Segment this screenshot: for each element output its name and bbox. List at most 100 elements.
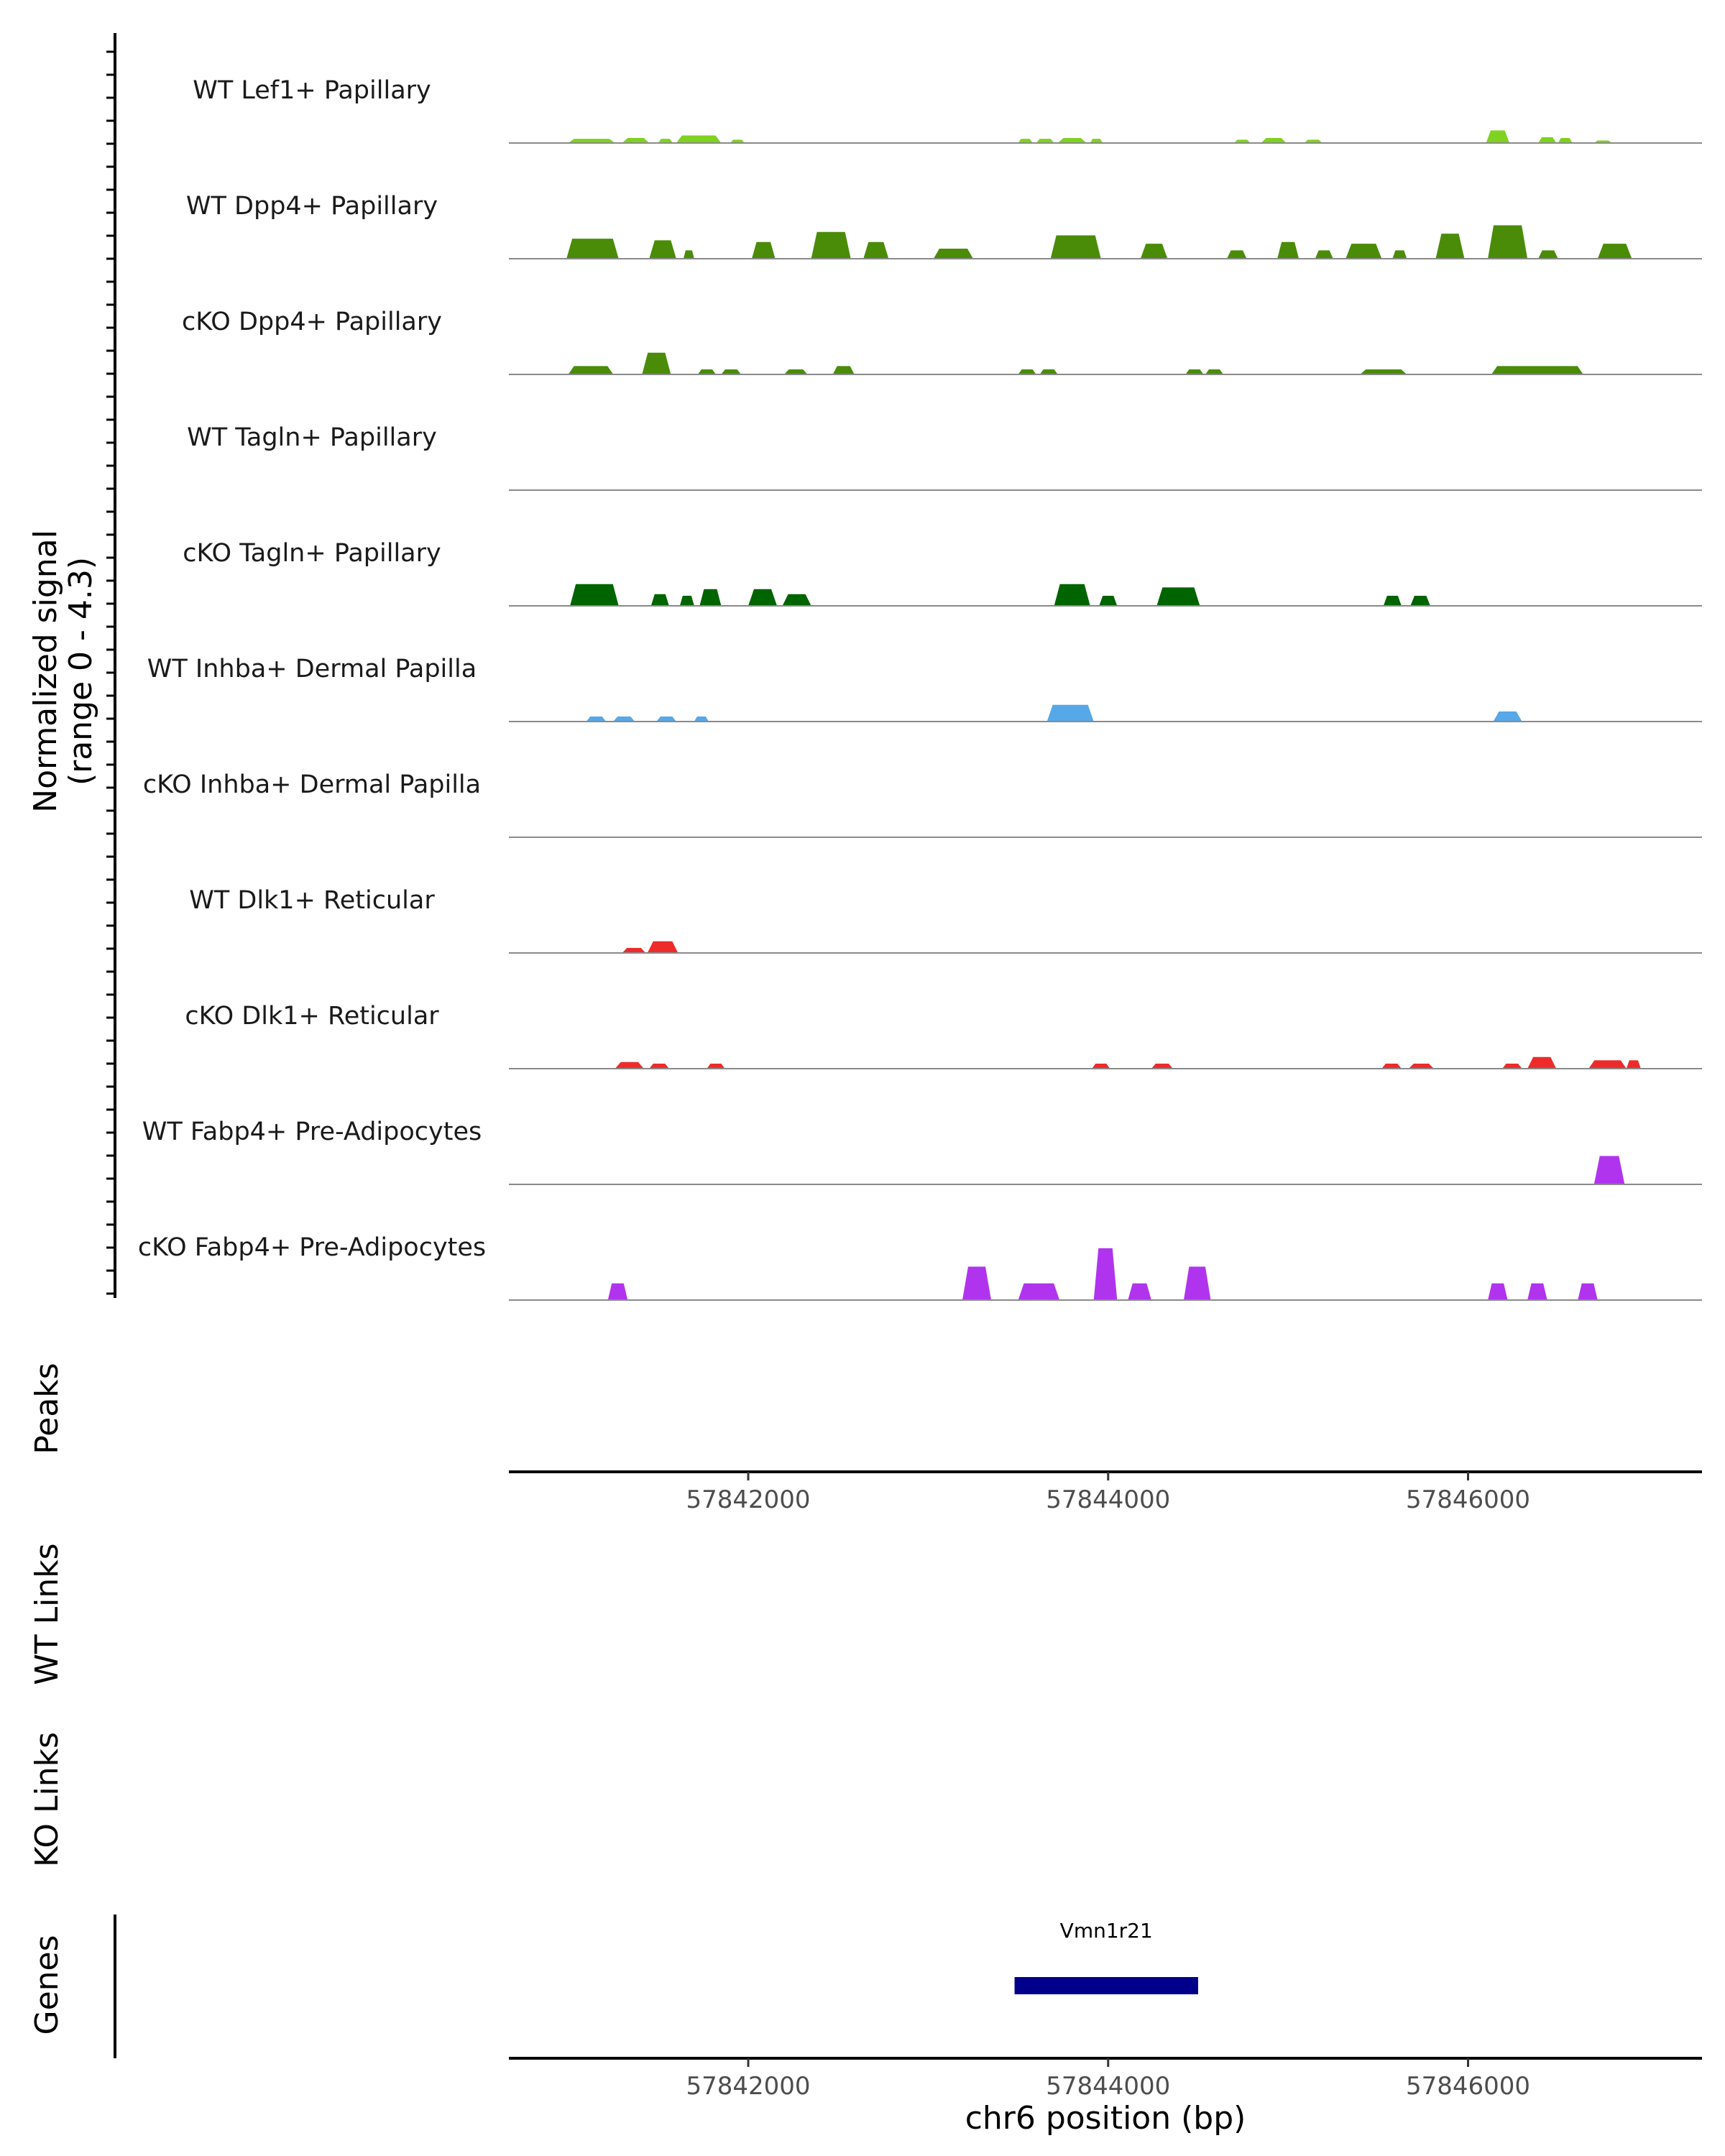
coverage-peak	[586, 717, 607, 722]
coverage-peak	[699, 589, 722, 606]
coverage-peak	[1018, 369, 1036, 374]
coverage-peak	[1527, 1056, 1557, 1069]
coverage-peak	[1493, 711, 1522, 722]
track-label: WT Fabp4+ Pre-Adipocytes	[142, 1118, 482, 1146]
x-tick-label: 57846000	[1406, 2072, 1530, 2101]
coverage-peak	[694, 717, 709, 722]
coverage-peak	[1488, 1283, 1508, 1300]
coverage-peak	[1093, 1248, 1118, 1300]
coverage-peak	[1383, 596, 1402, 606]
coverage-peak	[1491, 366, 1583, 374]
coverage-peak	[1346, 244, 1382, 259]
coverage-peak	[1578, 1283, 1598, 1300]
coverage-peak	[1597, 244, 1632, 259]
coverage-peak	[1408, 1064, 1434, 1069]
coverage-peak	[1128, 1283, 1151, 1300]
coverage-peak	[1410, 596, 1430, 606]
coverage-peak	[1381, 1064, 1402, 1069]
track: cKO Tagln+ Papillary	[183, 539, 1702, 607]
coverage-peak	[782, 594, 811, 606]
coverage-peak	[642, 352, 671, 374]
track: cKO Dlk1+ Reticular	[185, 1002, 1702, 1069]
track: cKO Fabp4+ Pre-Adipocytes	[138, 1233, 1702, 1301]
track-label: cKO Inhba+ Dermal Papilla	[143, 770, 481, 799]
coverage-peak	[1304, 139, 1322, 143]
coverage-peak	[570, 584, 619, 606]
coverage-peak	[1018, 1283, 1060, 1300]
coverage-peak	[1183, 1266, 1211, 1300]
coverage-peak	[1486, 130, 1510, 143]
coverage-peak	[647, 941, 678, 953]
wt-links-panel-label: WT Links	[29, 1543, 65, 1685]
coverage-peak	[1050, 235, 1101, 259]
coverage-peak	[566, 239, 619, 259]
track: WT Fabp4+ Pre-Adipocytes	[142, 1118, 1702, 1185]
coverage-peak	[730, 139, 745, 143]
coverage-peak	[607, 1283, 628, 1300]
ko-links-panel-label: KO Links	[29, 1732, 65, 1867]
coverage-peak	[683, 250, 694, 259]
coverage-peak	[811, 231, 851, 259]
track: WT Inhba+ Dermal Papilla	[147, 655, 1702, 722]
peaks-panel-label: Peaks	[29, 1363, 65, 1454]
coverage-peak	[622, 948, 646, 953]
coverage-peak	[1392, 250, 1407, 259]
track: WT Dlk1+ Reticular	[189, 886, 1702, 954]
signal-axis-label-line1: Normalized signal	[27, 530, 64, 813]
coverage-peak	[1156, 587, 1200, 606]
coverage-peak	[1046, 704, 1094, 722]
coverage-peak	[863, 241, 889, 259]
track-label: cKO Dpp4+ Papillary	[182, 308, 442, 336]
track-label: cKO Tagln+ Papillary	[183, 539, 441, 568]
track: cKO Inhba+ Dermal Papilla	[143, 770, 1702, 838]
coverage-peak	[1593, 1156, 1625, 1184]
coverage-peak	[1205, 369, 1223, 374]
coverage-peak	[1527, 1283, 1547, 1300]
coverage-peak	[656, 717, 676, 722]
coverage-peak	[676, 135, 722, 143]
x-tick-label: 57842000	[686, 2072, 810, 2101]
peaks-x-ticks: 57842000 57844000 57846000	[686, 1472, 1530, 1514]
genes-x-ticks: 57842000 57844000 57846000	[686, 2058, 1530, 2101]
track-label: cKO Fabp4+ Pre-Adipocytes	[138, 1233, 486, 1262]
signal-y-ticks	[106, 50, 115, 1295]
coverage-peak	[1092, 1064, 1110, 1069]
coverage-peak	[649, 240, 676, 259]
coverage-peak	[1090, 139, 1103, 143]
coverage-peak	[679, 596, 694, 606]
track-label: WT Dpp4+ Papillary	[186, 192, 438, 221]
coverage-peak	[1435, 234, 1465, 259]
coverage-peak	[933, 249, 973, 259]
track: WT Dpp4+ Papillary	[186, 192, 1702, 259]
coverage-tracks: WT Lef1+ Papillary WT Dpp4+ Papillary cKO …	[138, 76, 1702, 1301]
coverage-peak	[1054, 584, 1090, 606]
coverage-peak	[1039, 369, 1058, 374]
genes-panel-label: Genes	[29, 1935, 65, 2035]
coverage-peak	[615, 1061, 644, 1069]
coverage-peak	[1018, 139, 1033, 143]
coverage-peak	[568, 366, 614, 374]
coverage-peak	[649, 1064, 669, 1069]
gene-body	[1014, 1977, 1198, 1994]
coverage-peak	[1227, 250, 1247, 259]
track: cKO Dpp4+ Papillary	[182, 308, 1702, 375]
track-label: WT Lef1+ Papillary	[193, 76, 431, 105]
gene-label: Vmn1r21	[1060, 1919, 1153, 1943]
coverage-peak	[1315, 250, 1333, 259]
coverage-peak	[697, 369, 716, 374]
coverage-peak	[1234, 139, 1251, 143]
coverage-peak	[1151, 1064, 1173, 1069]
signal-axis-label-line2: (range 0 - 4.3)	[63, 557, 99, 786]
coverage-peak	[1099, 596, 1118, 606]
coverage-peak	[1538, 250, 1558, 259]
x-tick-label: 57844000	[1046, 1485, 1170, 1514]
coverage-peak	[721, 369, 741, 374]
track-label: WT Inhba+ Dermal Papilla	[147, 655, 477, 683]
x-tick-label: 57842000	[686, 1485, 810, 1514]
coverage-peak	[568, 139, 615, 143]
coverage-peak	[1261, 138, 1287, 143]
coverage-peak	[748, 589, 778, 606]
coverage-peak	[1502, 1064, 1522, 1069]
coverage-peak	[752, 241, 776, 259]
x-tick-label: 57844000	[1046, 2072, 1170, 2101]
